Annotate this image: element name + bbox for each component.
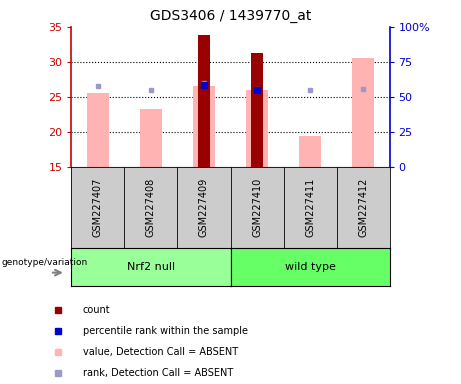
Text: Nrf2 null: Nrf2 null [127,262,175,272]
Bar [352,58,373,167]
Text: count: count [83,305,110,315]
Title: GDS3406 / 1439770_at: GDS3406 / 1439770_at [150,9,311,23]
Bar [198,35,210,167]
Text: GSM227412: GSM227412 [358,178,368,237]
Bar [193,86,214,167]
Bar [246,90,267,167]
Text: GSM227411: GSM227411 [305,178,315,237]
Text: GSM227409: GSM227409 [199,178,209,237]
Text: GSM227410: GSM227410 [252,178,262,237]
Text: GSM227408: GSM227408 [146,178,156,237]
Text: genotype/variation: genotype/variation [1,258,88,267]
Text: percentile rank within the sample: percentile rank within the sample [83,326,248,336]
Text: rank, Detection Call = ABSENT: rank, Detection Call = ABSENT [83,368,233,379]
Bar [299,136,320,167]
Bar [140,109,161,167]
Text: value, Detection Call = ABSENT: value, Detection Call = ABSENT [83,347,238,358]
Text: wild type: wild type [284,262,336,272]
Bar [251,53,263,167]
Text: GSM227407: GSM227407 [93,178,103,237]
Bar [87,93,108,167]
